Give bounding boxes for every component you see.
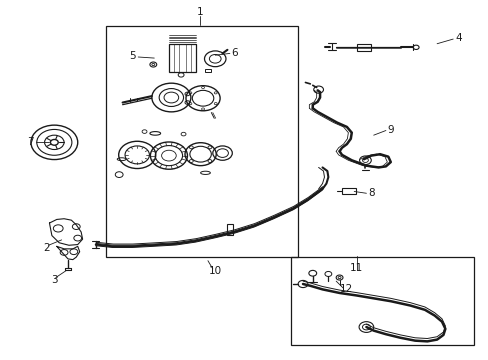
Text: 1: 1	[196, 7, 203, 17]
Text: 6: 6	[231, 48, 238, 58]
Bar	[205, 69, 211, 72]
Text: 5: 5	[129, 51, 135, 61]
Bar	[290, 257, 473, 345]
Text: 11: 11	[349, 263, 363, 273]
Text: 4: 4	[455, 33, 462, 43]
Text: 3: 3	[51, 275, 58, 285]
Text: 8: 8	[367, 188, 374, 198]
Text: 10: 10	[208, 266, 222, 276]
Bar	[356, 44, 370, 51]
Bar	[227, 225, 233, 234]
Text: 7: 7	[26, 138, 33, 147]
Bar	[168, 44, 195, 72]
Bar	[341, 188, 355, 194]
Text: 12: 12	[340, 284, 353, 294]
Text: 9: 9	[386, 125, 393, 135]
Bar	[105, 26, 298, 257]
Text: 2: 2	[43, 243, 50, 253]
